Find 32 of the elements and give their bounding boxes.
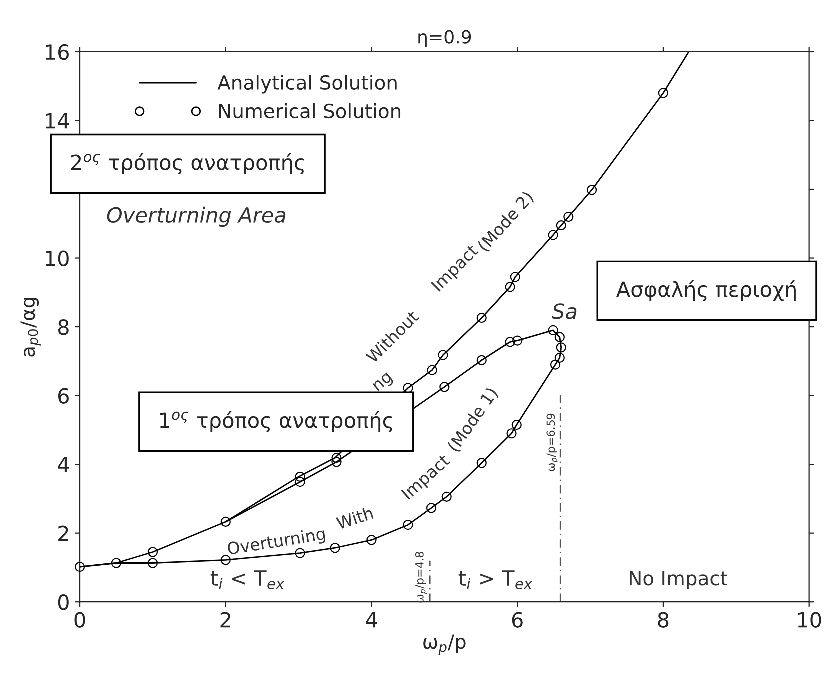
chart-title: η=0.9 bbox=[418, 30, 472, 48]
y-tick-label: 0 bbox=[58, 594, 69, 610]
x-tick-label: 6 bbox=[512, 612, 523, 628]
y-tick-label: 6 bbox=[58, 388, 69, 404]
x-tick-label: 4 bbox=[366, 612, 378, 628]
annotation: ω$_{p}$/p=4.8 bbox=[415, 552, 428, 603]
x-tick-label: 2 bbox=[220, 612, 230, 628]
y-tick-label: 8 bbox=[58, 319, 69, 336]
annotation: 2$^{ος}$ τρόπος ανατροπής bbox=[71, 154, 304, 175]
annotation: t$_{i}$ > T$_{ex}$ bbox=[458, 570, 533, 590]
annotation: ng bbox=[372, 372, 395, 394]
x-tick-label: 8 bbox=[658, 612, 669, 628]
annotation: With bbox=[336, 506, 374, 530]
annotation: Overturning bbox=[227, 527, 326, 558]
y-tick-label: 14 bbox=[46, 113, 70, 129]
legend-label: Analytical Solution bbox=[218, 74, 397, 94]
annotation: t$_{i}$ < T$_{ex}$ bbox=[210, 570, 285, 590]
y-tick-label: 2 bbox=[58, 526, 68, 542]
annotation: No Impact bbox=[630, 571, 728, 590]
y-axis-title: a$_{p0}$/αg bbox=[20, 298, 41, 357]
x-axis-title: ω$_{p}$/p bbox=[424, 634, 466, 655]
y-tick-label: 16 bbox=[46, 44, 69, 60]
annotation: Sa bbox=[552, 304, 577, 320]
x-tick-label: 0 bbox=[74, 612, 86, 628]
annotation: Overturning Area bbox=[107, 206, 286, 228]
y-tick-label: 4 bbox=[58, 457, 70, 472]
annotation: ω$_{p}$/p=6.59 bbox=[546, 414, 558, 472]
x-tick-label: 10 bbox=[798, 612, 822, 628]
y-tick-label: 10 bbox=[46, 250, 69, 266]
annotation: Ασφαλής περιοχή bbox=[616, 280, 796, 302]
annotation: 1$^{ος}$ τρόπος ανατροπής bbox=[160, 411, 392, 432]
legend-label: Numerical Solution bbox=[220, 104, 401, 119]
